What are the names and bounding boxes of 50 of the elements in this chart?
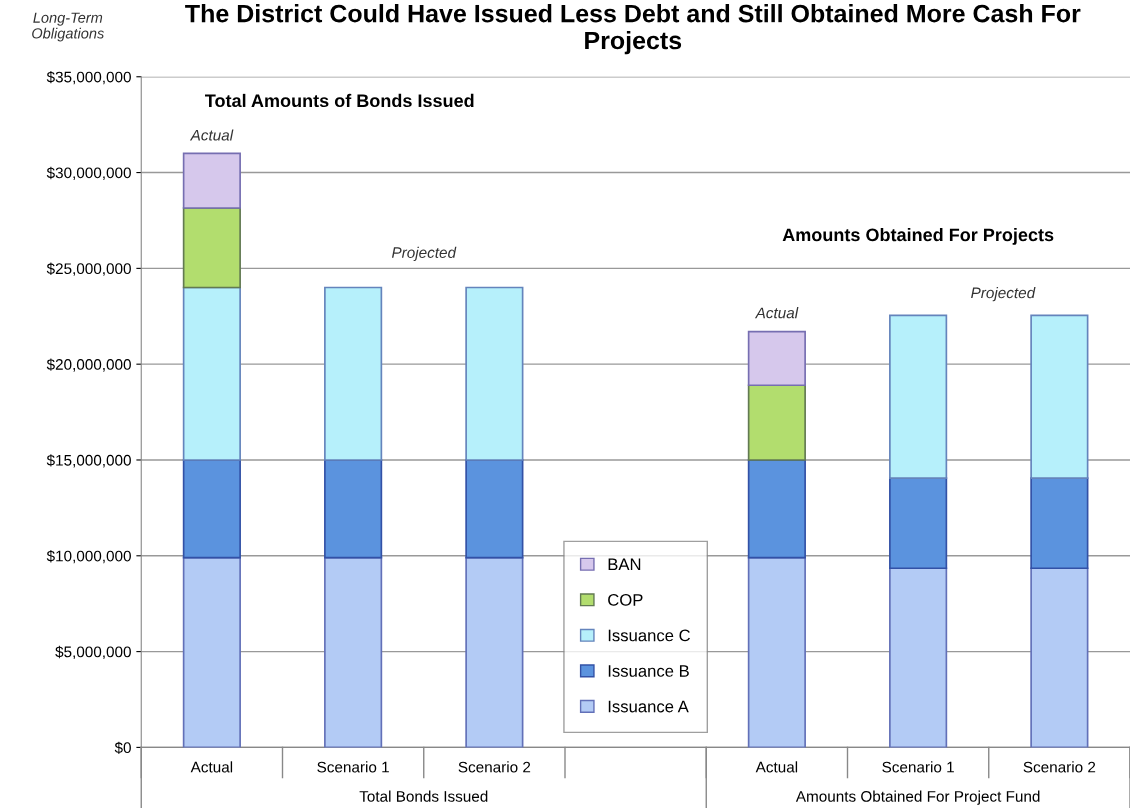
y-tick-label: $0 bbox=[114, 741, 131, 754]
legend-label: Issuance B bbox=[608, 665, 689, 677]
bar bbox=[182, 556, 241, 748]
legend-label: COP bbox=[608, 593, 643, 606]
legend-label: Issuance A bbox=[608, 700, 689, 713]
annotation: Projected bbox=[391, 246, 457, 261]
bar bbox=[324, 459, 383, 559]
x-tick-label: Scenario 2 bbox=[1023, 761, 1096, 773]
legend-label: BAN bbox=[608, 558, 641, 571]
y-tick-label: $10,000,000 bbox=[46, 550, 131, 564]
x-tick-label: Actual bbox=[190, 761, 233, 773]
bar bbox=[182, 152, 241, 209]
bar bbox=[465, 459, 524, 559]
x-tick-label: Scenario 2 bbox=[458, 761, 531, 773]
chart-title: The District Could Have Issued Less Debt and Still Obtained More Cash For Projects bbox=[185, 4, 1081, 55]
annotation: Projected bbox=[971, 287, 1036, 302]
annotation: Total Amounts of Bonds Issued bbox=[205, 93, 474, 108]
bar bbox=[889, 477, 948, 570]
y-tick-label: $25,000,000 bbox=[46, 262, 131, 276]
bar bbox=[889, 567, 948, 748]
bar bbox=[747, 330, 806, 387]
y-tick-label: $20,000,000 bbox=[46, 358, 131, 372]
bar bbox=[1030, 314, 1089, 480]
bar bbox=[182, 459, 241, 559]
bar bbox=[889, 314, 948, 480]
bar bbox=[747, 556, 806, 748]
bar bbox=[182, 286, 241, 461]
x-tick-label: Scenario 1 bbox=[317, 761, 389, 773]
bar bbox=[747, 459, 806, 559]
legend-label: Issuance C bbox=[608, 629, 691, 642]
y-tick-label: $30,000,000 bbox=[46, 166, 131, 181]
y-axis-title: Long-Term Obligations bbox=[32, 12, 104, 42]
bar bbox=[324, 556, 383, 748]
x-tick-label: Actual bbox=[755, 761, 798, 773]
bar bbox=[1030, 567, 1089, 748]
annotation: Actual bbox=[754, 307, 799, 319]
bar bbox=[182, 207, 241, 289]
bar bbox=[465, 286, 524, 461]
y-tick-label: $5,000,000 bbox=[55, 645, 131, 660]
x-tick-label: Scenario 1 bbox=[882, 761, 954, 773]
bar bbox=[465, 556, 524, 748]
y-tick-label: $35,000,000 bbox=[46, 70, 131, 85]
text: Amounts Obtained For Project Fund bbox=[795, 790, 1040, 805]
bar bbox=[324, 286, 383, 461]
annotation: Actual bbox=[189, 129, 234, 141]
bar bbox=[1030, 477, 1089, 570]
annotation: Amounts Obtained For Projects bbox=[782, 227, 1054, 245]
text: Total Bonds Issued bbox=[359, 790, 488, 802]
bar bbox=[747, 384, 806, 461]
y-tick-label: $15,000,000 bbox=[46, 454, 131, 468]
